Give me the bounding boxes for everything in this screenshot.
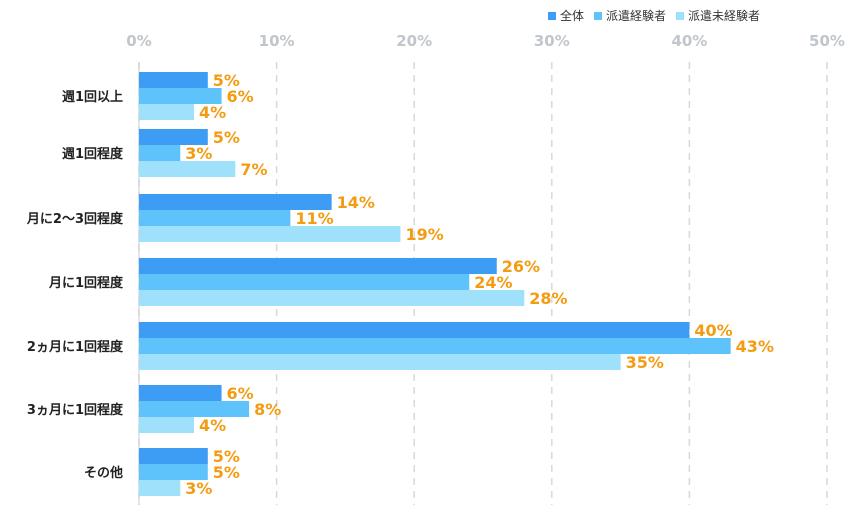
bar <box>139 401 250 417</box>
bar <box>139 226 401 242</box>
data-label: 11% <box>295 209 333 228</box>
bar <box>139 104 195 120</box>
data-label: 26% <box>502 257 540 276</box>
category-label: その他 <box>84 465 123 481</box>
legend-item-inexperienced: 派遣未経験者 <box>676 7 760 24</box>
category-label: 週1回以上 <box>62 90 123 105</box>
data-label: 43% <box>736 337 774 356</box>
bar <box>139 129 208 145</box>
x-tick-label: 20% <box>396 32 432 50</box>
data-label: 4% <box>199 416 226 435</box>
bar <box>139 385 222 401</box>
category-label: 月に1回程度 <box>48 275 124 291</box>
data-label: 5% <box>213 447 240 466</box>
bar <box>139 145 181 161</box>
x-tick-label: 30% <box>534 32 570 50</box>
legend-label-overall: 全体 <box>560 9 585 23</box>
category-label: 月に2〜3回程度 <box>26 211 124 227</box>
legend-label-experienced: 派遣経験者 <box>606 9 667 23</box>
bar <box>139 322 690 338</box>
data-label: 24% <box>474 273 512 292</box>
data-label: 5% <box>213 71 240 90</box>
bar <box>139 417 195 433</box>
bar <box>139 72 208 88</box>
bar <box>139 194 332 210</box>
bar <box>139 338 731 354</box>
data-label: 35% <box>626 353 664 372</box>
data-label: 5% <box>213 463 240 482</box>
legend-label-inexperienced: 派遣未経験者 <box>688 9 761 23</box>
legend-swatch-experienced <box>594 11 603 20</box>
legend-swatch-inexperienced <box>676 11 685 20</box>
data-label: 3% <box>185 144 212 163</box>
x-tick-label: 50% <box>809 32 845 50</box>
x-tick-label: 0% <box>126 32 151 50</box>
data-label: 19% <box>405 225 443 244</box>
x-tick-label: 40% <box>671 32 707 50</box>
legend-swatch-overall <box>548 11 556 20</box>
data-label: 28% <box>529 289 567 308</box>
bar <box>139 210 291 226</box>
data-label: 8% <box>254 400 281 419</box>
legend-item-overall: 全体 <box>548 7 584 24</box>
bar <box>139 88 222 104</box>
category-label: 3ヵ月に1回程度 <box>27 402 124 418</box>
data-label: 7% <box>240 160 267 179</box>
category-label: 2ヵ月に1回程度 <box>27 339 124 355</box>
x-tick-label: 10% <box>259 32 295 50</box>
bar <box>139 258 497 274</box>
legend: 全体 派遣経験者 派遣未経験者 <box>548 7 760 24</box>
bar <box>139 274 470 290</box>
data-label: 40% <box>694 321 732 340</box>
bar <box>139 448 208 464</box>
data-label: 3% <box>185 479 212 498</box>
bar <box>139 354 621 370</box>
data-label: 6% <box>227 384 254 403</box>
bar <box>139 464 208 480</box>
bar <box>139 161 236 177</box>
category-label: 週1回程度 <box>62 146 124 162</box>
bar <box>139 290 525 306</box>
data-label: 6% <box>227 87 254 106</box>
data-label: 14% <box>337 193 375 212</box>
data-label: 5% <box>213 128 240 147</box>
legend-item-experienced: 派遣経験者 <box>594 7 666 24</box>
bar <box>139 480 181 496</box>
data-label: 4% <box>199 103 226 122</box>
